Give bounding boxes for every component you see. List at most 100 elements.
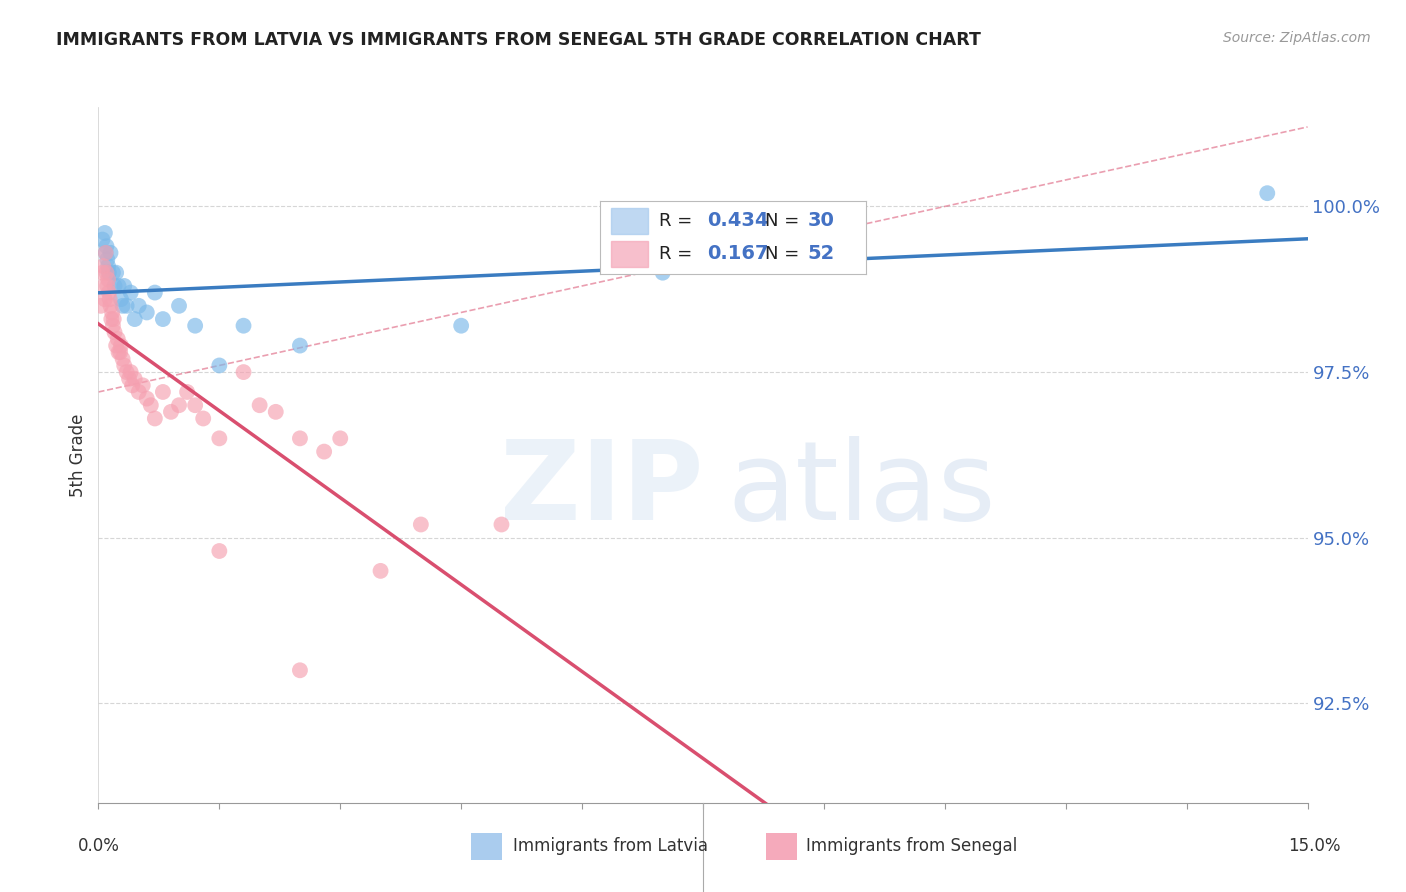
Text: N =: N = xyxy=(765,244,806,262)
Point xyxy=(98,292,121,306)
Point xyxy=(94,226,117,240)
Point xyxy=(143,285,166,300)
Point xyxy=(152,312,174,326)
Point xyxy=(108,345,131,359)
Point xyxy=(176,384,198,399)
Bar xyxy=(610,208,648,234)
Point xyxy=(135,392,157,406)
Text: 52: 52 xyxy=(807,244,835,263)
Point xyxy=(96,252,118,267)
Point xyxy=(110,292,132,306)
Point xyxy=(167,398,190,412)
Point xyxy=(110,338,132,352)
Point xyxy=(370,564,392,578)
Point xyxy=(91,233,114,247)
Point xyxy=(100,245,122,260)
Point xyxy=(160,405,183,419)
Point xyxy=(120,365,142,379)
Point xyxy=(101,318,124,333)
Point xyxy=(208,359,231,373)
Text: atlas: atlas xyxy=(727,436,995,543)
Point xyxy=(101,266,124,280)
Point xyxy=(232,318,254,333)
Point xyxy=(124,312,146,326)
Point xyxy=(97,285,120,300)
Point xyxy=(100,312,122,326)
Point xyxy=(167,299,190,313)
Point xyxy=(132,378,155,392)
Point xyxy=(288,338,311,352)
Point xyxy=(249,398,271,412)
Point xyxy=(111,351,134,366)
Point xyxy=(264,405,287,419)
Point xyxy=(232,365,254,379)
Point xyxy=(115,365,138,379)
Point xyxy=(96,279,118,293)
Point xyxy=(115,299,138,313)
Point xyxy=(94,292,117,306)
Text: R =: R = xyxy=(659,244,697,262)
Point xyxy=(112,359,135,373)
Text: Source: ZipAtlas.com: Source: ZipAtlas.com xyxy=(1223,31,1371,45)
Point xyxy=(96,239,118,253)
Point xyxy=(100,299,122,313)
Point xyxy=(107,345,129,359)
Point xyxy=(121,378,143,392)
Point xyxy=(329,431,352,445)
Point xyxy=(288,663,311,677)
Point xyxy=(93,279,115,293)
Text: 30: 30 xyxy=(807,211,835,230)
Point xyxy=(111,299,134,313)
Point xyxy=(450,318,472,333)
Point xyxy=(184,398,207,412)
Point xyxy=(184,318,207,333)
Point xyxy=(112,279,135,293)
Point xyxy=(288,431,311,445)
Point xyxy=(103,312,125,326)
Point xyxy=(105,266,128,280)
Point xyxy=(1256,186,1278,201)
Y-axis label: 5th Grade: 5th Grade xyxy=(69,413,87,497)
Text: Immigrants from Senegal: Immigrants from Senegal xyxy=(806,837,1017,855)
Point xyxy=(97,259,120,273)
Point xyxy=(208,544,231,558)
Text: 0.0%: 0.0% xyxy=(77,837,120,855)
Point xyxy=(97,266,120,280)
Point xyxy=(143,411,166,425)
Point xyxy=(139,398,162,412)
Point xyxy=(124,372,146,386)
Text: IMMIGRANTS FROM LATVIA VS IMMIGRANTS FROM SENEGAL 5TH GRADE CORRELATION CHART: IMMIGRANTS FROM LATVIA VS IMMIGRANTS FRO… xyxy=(56,31,981,49)
Point xyxy=(314,444,336,458)
Point xyxy=(128,299,150,313)
Text: N =: N = xyxy=(765,211,806,230)
Text: 15.0%: 15.0% xyxy=(1288,837,1341,855)
Text: 0.434: 0.434 xyxy=(707,211,768,230)
Point xyxy=(90,299,112,313)
Point xyxy=(94,245,117,260)
Point xyxy=(409,517,432,532)
Bar xyxy=(610,241,648,267)
Text: R =: R = xyxy=(659,211,697,230)
Point xyxy=(94,245,117,260)
Point xyxy=(91,259,114,273)
Point xyxy=(101,305,124,319)
Point xyxy=(135,305,157,319)
Point xyxy=(103,326,125,340)
Point xyxy=(103,279,125,293)
Point xyxy=(128,384,150,399)
Point xyxy=(651,266,673,280)
Point xyxy=(107,279,129,293)
Point xyxy=(193,411,215,425)
Point xyxy=(97,272,120,286)
Point xyxy=(152,384,174,399)
Point xyxy=(105,338,128,352)
Text: ZIP: ZIP xyxy=(499,436,703,543)
Text: Immigrants from Latvia: Immigrants from Latvia xyxy=(513,837,709,855)
Point xyxy=(96,266,118,280)
Point xyxy=(118,372,141,386)
Point xyxy=(107,332,129,346)
Point xyxy=(91,266,114,280)
Point xyxy=(491,517,513,532)
Point xyxy=(120,285,142,300)
Text: 0.167: 0.167 xyxy=(707,244,768,263)
